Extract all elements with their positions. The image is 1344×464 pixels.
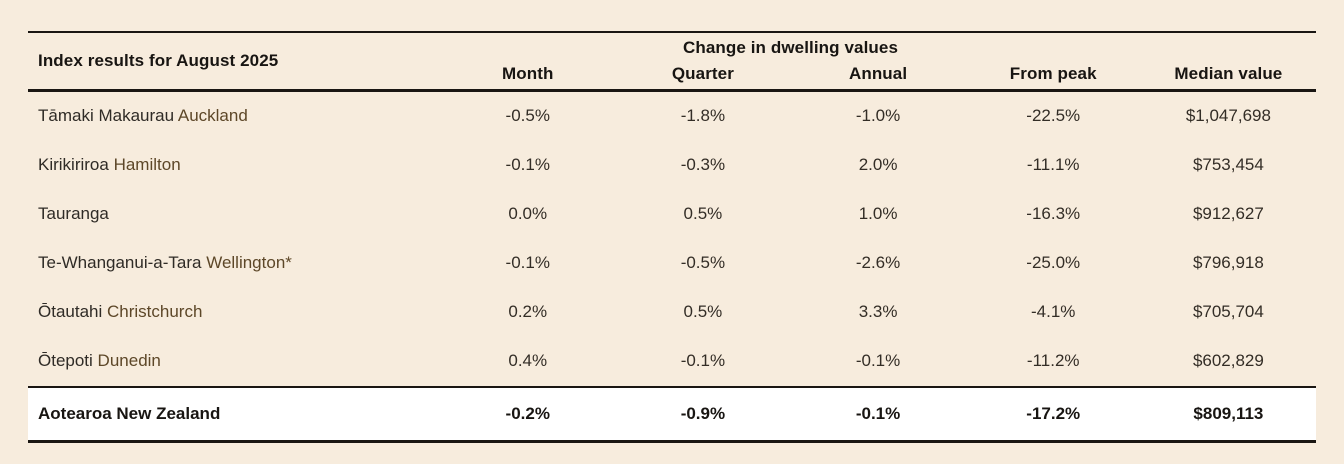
group-header-change-in-dwelling-values: Change in dwelling values (682, 38, 898, 57)
annual-value: 3.3% (858, 302, 898, 321)
city-name: Ōtepoti Dunedin (28, 337, 440, 387)
column-header-month: Month (502, 63, 554, 83)
month-value: -0.1% (505, 253, 550, 272)
median-value: $809,113 (1193, 403, 1264, 423)
column-header-from-peak: From peak (1009, 63, 1097, 83)
annual-value: 2.0% (858, 155, 898, 174)
city-name: Kirikiriroa Hamilton (28, 141, 440, 190)
city-name-english: Wellington* (206, 253, 292, 272)
table-body: Tāmaki Makaurau Auckland -0.5% -1.8% -1.… (28, 90, 1316, 441)
from-peak-value: -16.3% (1026, 204, 1081, 223)
from-peak-value: -4.1% (1031, 302, 1076, 321)
table-title: Index results for August 2025 (38, 50, 279, 70)
quarter-value: -0.3% (680, 155, 726, 174)
quarter-value: -0.1% (680, 351, 726, 370)
median-value: $796,918 (1192, 253, 1264, 272)
quarter-value: 0.5% (683, 204, 723, 223)
total-row-label: Aotearoa New Zealand (38, 403, 221, 423)
quarter-value: -0.5% (680, 253, 726, 272)
annual-value: -0.1% (855, 351, 901, 370)
table-row-wellington: Te-Whanganui-a-Tara Wellington* -0.1% -0… (28, 239, 1316, 288)
column-header-row: Month Quarter Annual From peak Median va… (28, 59, 1316, 90)
month-value: -0.2% (505, 403, 550, 423)
city-name-english: Christchurch (107, 302, 203, 321)
from-peak-value: -11.2% (1026, 351, 1080, 370)
dwelling-values-table: Index results for August 2025 Change in … (28, 31, 1316, 443)
city-name: Ōtautahi Christchurch (28, 288, 440, 337)
city-name: Te-Whanganui-a-Tara Wellington* (28, 239, 440, 288)
median-value: $705,704 (1192, 302, 1264, 321)
group-header-row: Index results for August 2025 Change in … (28, 32, 1316, 70)
annual-value: -0.1% (855, 403, 901, 423)
from-peak-value: -22.5% (1026, 106, 1081, 125)
from-peak-value: -25.0% (1026, 253, 1081, 272)
annual-value: -2.6% (855, 253, 901, 272)
column-header-median-value: Median value (1174, 63, 1283, 83)
table-row-total-new-zealand: Aotearoa New Zealand -0.2% -0.9% -0.1% -… (28, 386, 1316, 441)
table-row-christchurch: Ōtautahi Christchurch 0.2% 0.5% 3.3% -4.… (28, 288, 1316, 337)
column-header-quarter: Quarter (671, 63, 734, 83)
median-value: $1,047,698 (1185, 106, 1271, 125)
city-name-maori: Ōtepoti (38, 351, 93, 370)
column-header-annual: Annual (848, 63, 908, 83)
from-peak-value: -11.1% (1026, 155, 1080, 174)
annual-value: -1.0% (855, 106, 901, 125)
city-name: Tauranga (28, 190, 440, 239)
table-row-auckland: Tāmaki Makaurau Auckland -0.5% -1.8% -1.… (28, 90, 1316, 141)
city-name-english: Auckland (177, 106, 248, 125)
from-peak-value: -17.2% (1026, 403, 1081, 423)
median-value: $912,627 (1192, 204, 1264, 223)
group-header-spacer (1141, 32, 1316, 59)
index-results-table-container: Index results for August 2025 Change in … (28, 31, 1316, 443)
table-row-hamilton: Kirikiriroa Hamilton -0.1% -0.3% 2.0% -1… (28, 141, 1316, 190)
quarter-value: -0.9% (680, 403, 726, 423)
city-name-maori: Kirikiriroa (38, 155, 109, 174)
month-value: 0.0% (508, 204, 548, 223)
quarter-value: 0.5% (683, 302, 723, 321)
city-name-english: Hamilton (113, 155, 181, 174)
city-name: Tāmaki Makaurau Auckland (28, 90, 440, 141)
city-name-maori: Tauranga (38, 204, 109, 223)
month-value: -0.1% (505, 155, 550, 174)
annual-value: 1.0% (858, 204, 898, 223)
median-value: $753,454 (1192, 155, 1264, 174)
median-value: $602,829 (1192, 351, 1264, 370)
table-header: Index results for August 2025 Change in … (28, 32, 1316, 90)
month-value: 0.2% (508, 302, 548, 321)
city-name-english: Dunedin (97, 351, 161, 370)
city-name-maori: Ōtautahi (38, 302, 103, 321)
quarter-value: -1.8% (680, 106, 726, 125)
month-value: -0.5% (505, 106, 550, 125)
month-value: 0.4% (508, 351, 548, 370)
table-row-tauranga: Tauranga 0.0% 0.5% 1.0% -16.3% $912,627 (28, 190, 1316, 239)
table-row-dunedin: Ōtepoti Dunedin 0.4% -0.1% -0.1% -11.2% … (28, 337, 1316, 387)
city-name-maori: Te-Whanganui-a-Tara (38, 253, 202, 272)
city-name-maori: Tāmaki Makaurau (38, 106, 175, 125)
